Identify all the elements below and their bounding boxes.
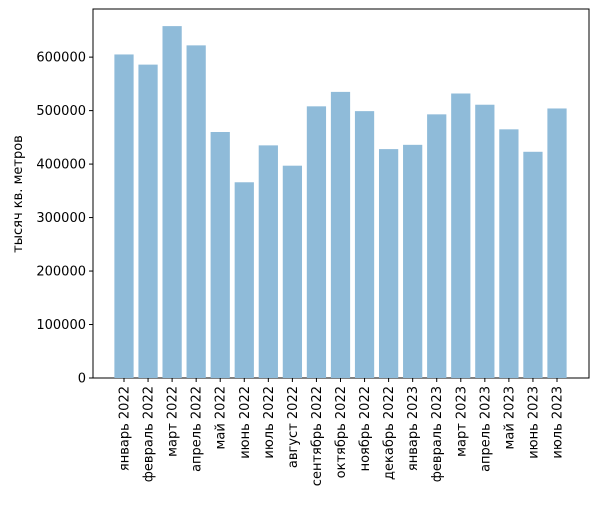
y-axis-label: тысяч кв. метров [11, 135, 26, 253]
y-tick-label: 100000 [36, 318, 86, 333]
bar [138, 64, 158, 379]
x-tick-label: июль 2022 [262, 386, 277, 459]
bar [354, 111, 375, 378]
x-tick-label: июнь 2022 [238, 386, 253, 459]
bar [427, 114, 447, 378]
y-tick-label: 300000 [36, 211, 86, 226]
bar [499, 129, 519, 378]
y-tick-label: 400000 [36, 158, 86, 173]
x-tick-label: март 2022 [166, 386, 181, 457]
x-tick-label: июнь 2023 [526, 386, 541, 459]
x-tick-label: февраль 2022 [142, 386, 157, 482]
bar [523, 151, 543, 378]
bar [451, 93, 471, 378]
bar [378, 149, 399, 378]
x-tick-label: август 2022 [286, 386, 301, 468]
bar [114, 54, 134, 379]
x-tick-label: ноябрь 2022 [358, 386, 373, 471]
x-tick-label: апрель 2023 [478, 386, 493, 472]
y-tick-label: 600000 [36, 51, 86, 66]
x-tick-label: июль 2023 [551, 386, 566, 459]
bar [282, 165, 303, 378]
x-tick-label: январь 2022 [118, 386, 133, 471]
bar [234, 182, 254, 378]
bar [210, 132, 230, 378]
y-tick-label: 0 [78, 372, 86, 387]
x-tick-label: январь 2023 [406, 386, 421, 471]
bar [306, 106, 327, 378]
bar [258, 145, 278, 378]
x-tick-label: май 2022 [214, 386, 229, 449]
x-tick-label: октябрь 2022 [334, 386, 349, 478]
bar [330, 91, 351, 378]
x-tick-label: февраль 2023 [430, 386, 445, 482]
bar [475, 104, 495, 378]
x-tick-label: март 2023 [454, 386, 469, 457]
x-tick-label: апрель 2022 [190, 386, 205, 472]
y-tick-label: 200000 [36, 265, 86, 280]
y-tick-label: 500000 [36, 104, 86, 119]
x-tick-label: декабрь 2022 [382, 386, 397, 480]
bar [547, 108, 567, 378]
bar [162, 26, 182, 379]
bar [403, 144, 423, 378]
x-tick-label: май 2023 [502, 386, 517, 449]
bar [186, 45, 206, 379]
x-tick-label: сентябрь 2022 [310, 386, 325, 486]
